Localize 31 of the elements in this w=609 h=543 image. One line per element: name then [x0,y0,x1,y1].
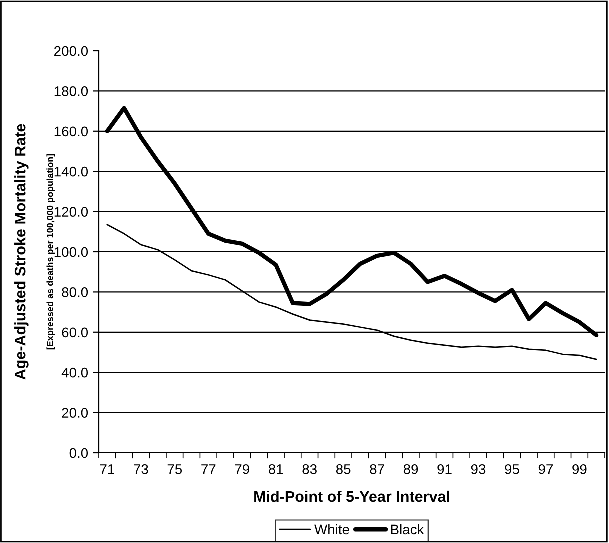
x-tick-label: 85 [336,464,351,474]
y-tick-label: 100.0 [54,247,88,258]
legend-label: White [314,524,350,535]
x-tick-label: 93 [471,464,486,474]
x-tick-label: 99 [572,464,587,474]
x-tick-label: 91 [438,464,452,474]
y-tick-label: 80.0 [62,288,88,298]
legend-label: Black [391,524,424,535]
x-axis-title: Mid-Point of 5-Year Interval [254,490,450,502]
x-tick-label: 89 [404,464,418,474]
x-tick-label: 97 [538,464,553,474]
x-tick-label: 71 [100,464,114,474]
x-tick-label: 81 [268,464,284,474]
x-tick-label: 73 [134,464,148,474]
y-tick-label: 60.0 [62,328,88,338]
x-tick-label: 95 [505,464,520,474]
y-tick-label: 20.0 [62,408,88,418]
x-tick-label: 77 [202,464,216,474]
x-tick-label: 87 [370,464,384,474]
y-tick-label: 140.0 [54,166,88,177]
y-tick-label: 40.0 [62,368,88,378]
y-tick-label: 0.0 [70,448,88,458]
y-tick-label: 180.0 [54,86,88,96]
y-tick-label: 200.0 [54,46,88,56]
y-axis-title: Age-Adjusted Stroke Mortality Rate [14,124,29,380]
x-tick-label: 79 [235,464,250,474]
y-tick-label: 160.0 [54,126,88,137]
text: [Expressed as deaths per 100,000 population] [46,154,56,350]
x-tick-label: 75 [168,464,182,474]
y-tick-label: 120.0 [54,207,88,217]
x-tick-label: 83 [302,464,317,474]
